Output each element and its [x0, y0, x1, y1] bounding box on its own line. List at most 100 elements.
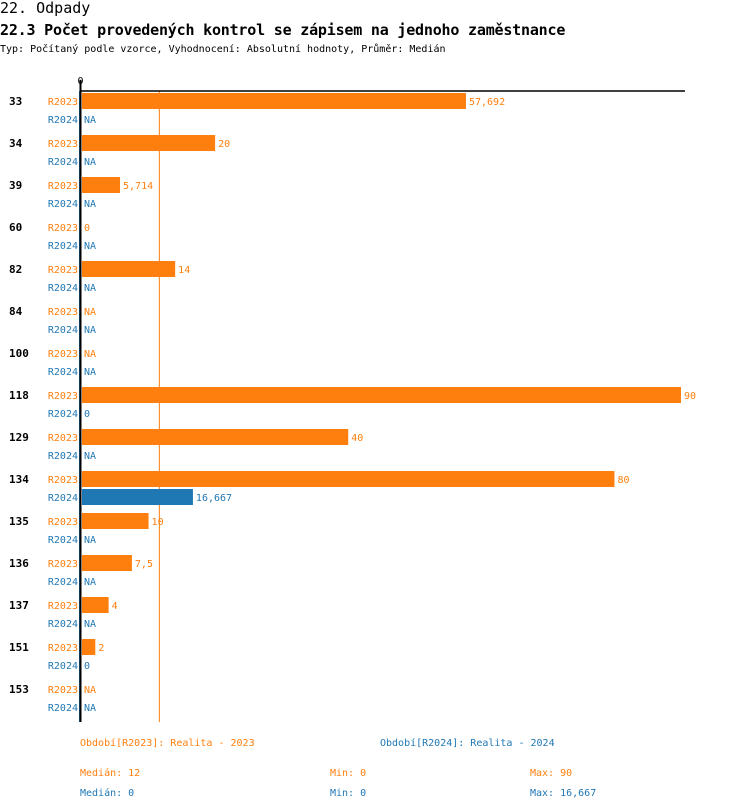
value-label: NA: [84, 115, 96, 126]
category-label: 118: [9, 389, 29, 402]
value-label: NA: [84, 307, 96, 318]
series-label: R2023: [48, 307, 78, 318]
value-label: 0: [84, 661, 90, 672]
series-label: R2024: [48, 325, 78, 336]
legend-r2023-max: Max: 90: [530, 768, 573, 779]
legend-r2023-min: Min: 0: [330, 768, 367, 779]
series-label: R2023: [48, 223, 78, 234]
value-label: 10: [152, 517, 164, 528]
series-label: R2023: [48, 643, 78, 654]
category-label: 39: [9, 179, 22, 192]
series-label: R2024: [48, 619, 78, 630]
value-label: NA: [84, 685, 96, 696]
series-label: R2024: [48, 115, 78, 126]
category-label: 134: [9, 473, 29, 486]
x-tick-label: 0: [77, 76, 83, 87]
category-label: 137: [9, 599, 29, 612]
series-label: R2024: [48, 535, 78, 546]
series-label: R2023: [48, 433, 78, 444]
value-label: NA: [84, 157, 96, 168]
value-label: 4: [112, 601, 118, 612]
bar-r2023: [82, 555, 132, 571]
chart-meta: Typ: Počítaný podle vzorce, Vyhodnocení:…: [0, 44, 446, 55]
bar-r2023: [82, 429, 349, 445]
value-label: 0: [84, 409, 90, 420]
series-label: R2023: [48, 601, 78, 612]
series-label: R2023: [48, 139, 78, 150]
bar-r2023: [82, 639, 96, 655]
value-label: 2: [98, 643, 104, 654]
category-label: 33: [9, 95, 22, 108]
series-label: R2024: [48, 157, 78, 168]
value-label: 16,667: [196, 493, 232, 504]
value-label: NA: [84, 325, 96, 336]
category-label: 135: [9, 515, 29, 528]
bar-r2023: [82, 261, 176, 277]
series-label: R2023: [48, 181, 78, 192]
category-label: 151: [9, 641, 29, 654]
value-label: 20: [218, 139, 230, 150]
category-label: 84: [9, 305, 23, 318]
value-label: NA: [84, 535, 96, 546]
value-label: NA: [84, 367, 96, 378]
value-label: 57,692: [469, 97, 505, 108]
chart-title: 22.3 Počet provedených kontrol se zápise…: [0, 21, 566, 39]
legend-r2024-min: Min: 0: [330, 788, 367, 799]
bar-r2023: [82, 93, 466, 109]
value-label: NA: [84, 451, 96, 462]
bar-r2023: [82, 471, 615, 487]
legend-r2023-median: Medián: 12: [80, 768, 141, 779]
series-label: R2024: [48, 409, 78, 420]
value-label: NA: [84, 619, 96, 630]
series-label: R2024: [48, 451, 78, 462]
value-label: NA: [84, 703, 96, 714]
series-label: R2023: [48, 517, 78, 528]
bar-r2023: [82, 387, 681, 403]
legend-r2024-median: Medián: 0: [80, 788, 135, 799]
category-label: 60: [9, 221, 22, 234]
value-label: NA: [84, 199, 96, 210]
category-label: 100: [9, 347, 29, 360]
section-title: 22. Odpady: [0, 0, 91, 17]
series-label: R2024: [48, 283, 78, 294]
value-label: 90: [684, 391, 696, 402]
category-label: 136: [9, 557, 29, 570]
value-label: 14: [178, 265, 190, 276]
value-label: 7,5: [135, 559, 153, 570]
series-label: R2023: [48, 97, 78, 108]
legend-r2024-title: Období[R2024]: Realita - 2024: [380, 738, 555, 749]
series-label: R2024: [48, 493, 78, 504]
legend-r2023-title: Období[R2023]: Realita - 2023: [80, 738, 255, 749]
series-label: R2023: [48, 475, 78, 486]
series-label: R2023: [48, 265, 78, 276]
bar-r2024: [82, 489, 193, 505]
series-label: R2024: [48, 199, 78, 210]
bar-r2023: [82, 513, 149, 529]
bar-r2023: [82, 135, 216, 151]
series-label: R2023: [48, 391, 78, 402]
bar-r2023: [82, 597, 109, 613]
value-label: NA: [84, 349, 96, 360]
value-label: 5,714: [123, 181, 153, 192]
series-label: R2023: [48, 349, 78, 360]
bar-r2023: [82, 177, 121, 193]
series-label: R2024: [48, 703, 78, 714]
series-label: R2023: [48, 559, 78, 570]
category-label: 82: [9, 263, 22, 276]
series-label: R2024: [48, 577, 78, 588]
value-label: 80: [617, 475, 629, 486]
value-label: NA: [84, 241, 96, 252]
legend-r2024-max: Max: 16,667: [530, 788, 597, 799]
value-label: 40: [351, 433, 363, 444]
value-label: 0: [84, 223, 90, 234]
value-label: NA: [84, 577, 96, 588]
value-label: NA: [84, 283, 96, 294]
category-label: 129: [9, 431, 29, 444]
series-label: R2024: [48, 661, 78, 672]
category-label: 153: [9, 683, 29, 696]
series-label: R2024: [48, 241, 78, 252]
series-label: R2023: [48, 685, 78, 696]
series-label: R2024: [48, 367, 78, 378]
category-label: 34: [9, 137, 23, 150]
